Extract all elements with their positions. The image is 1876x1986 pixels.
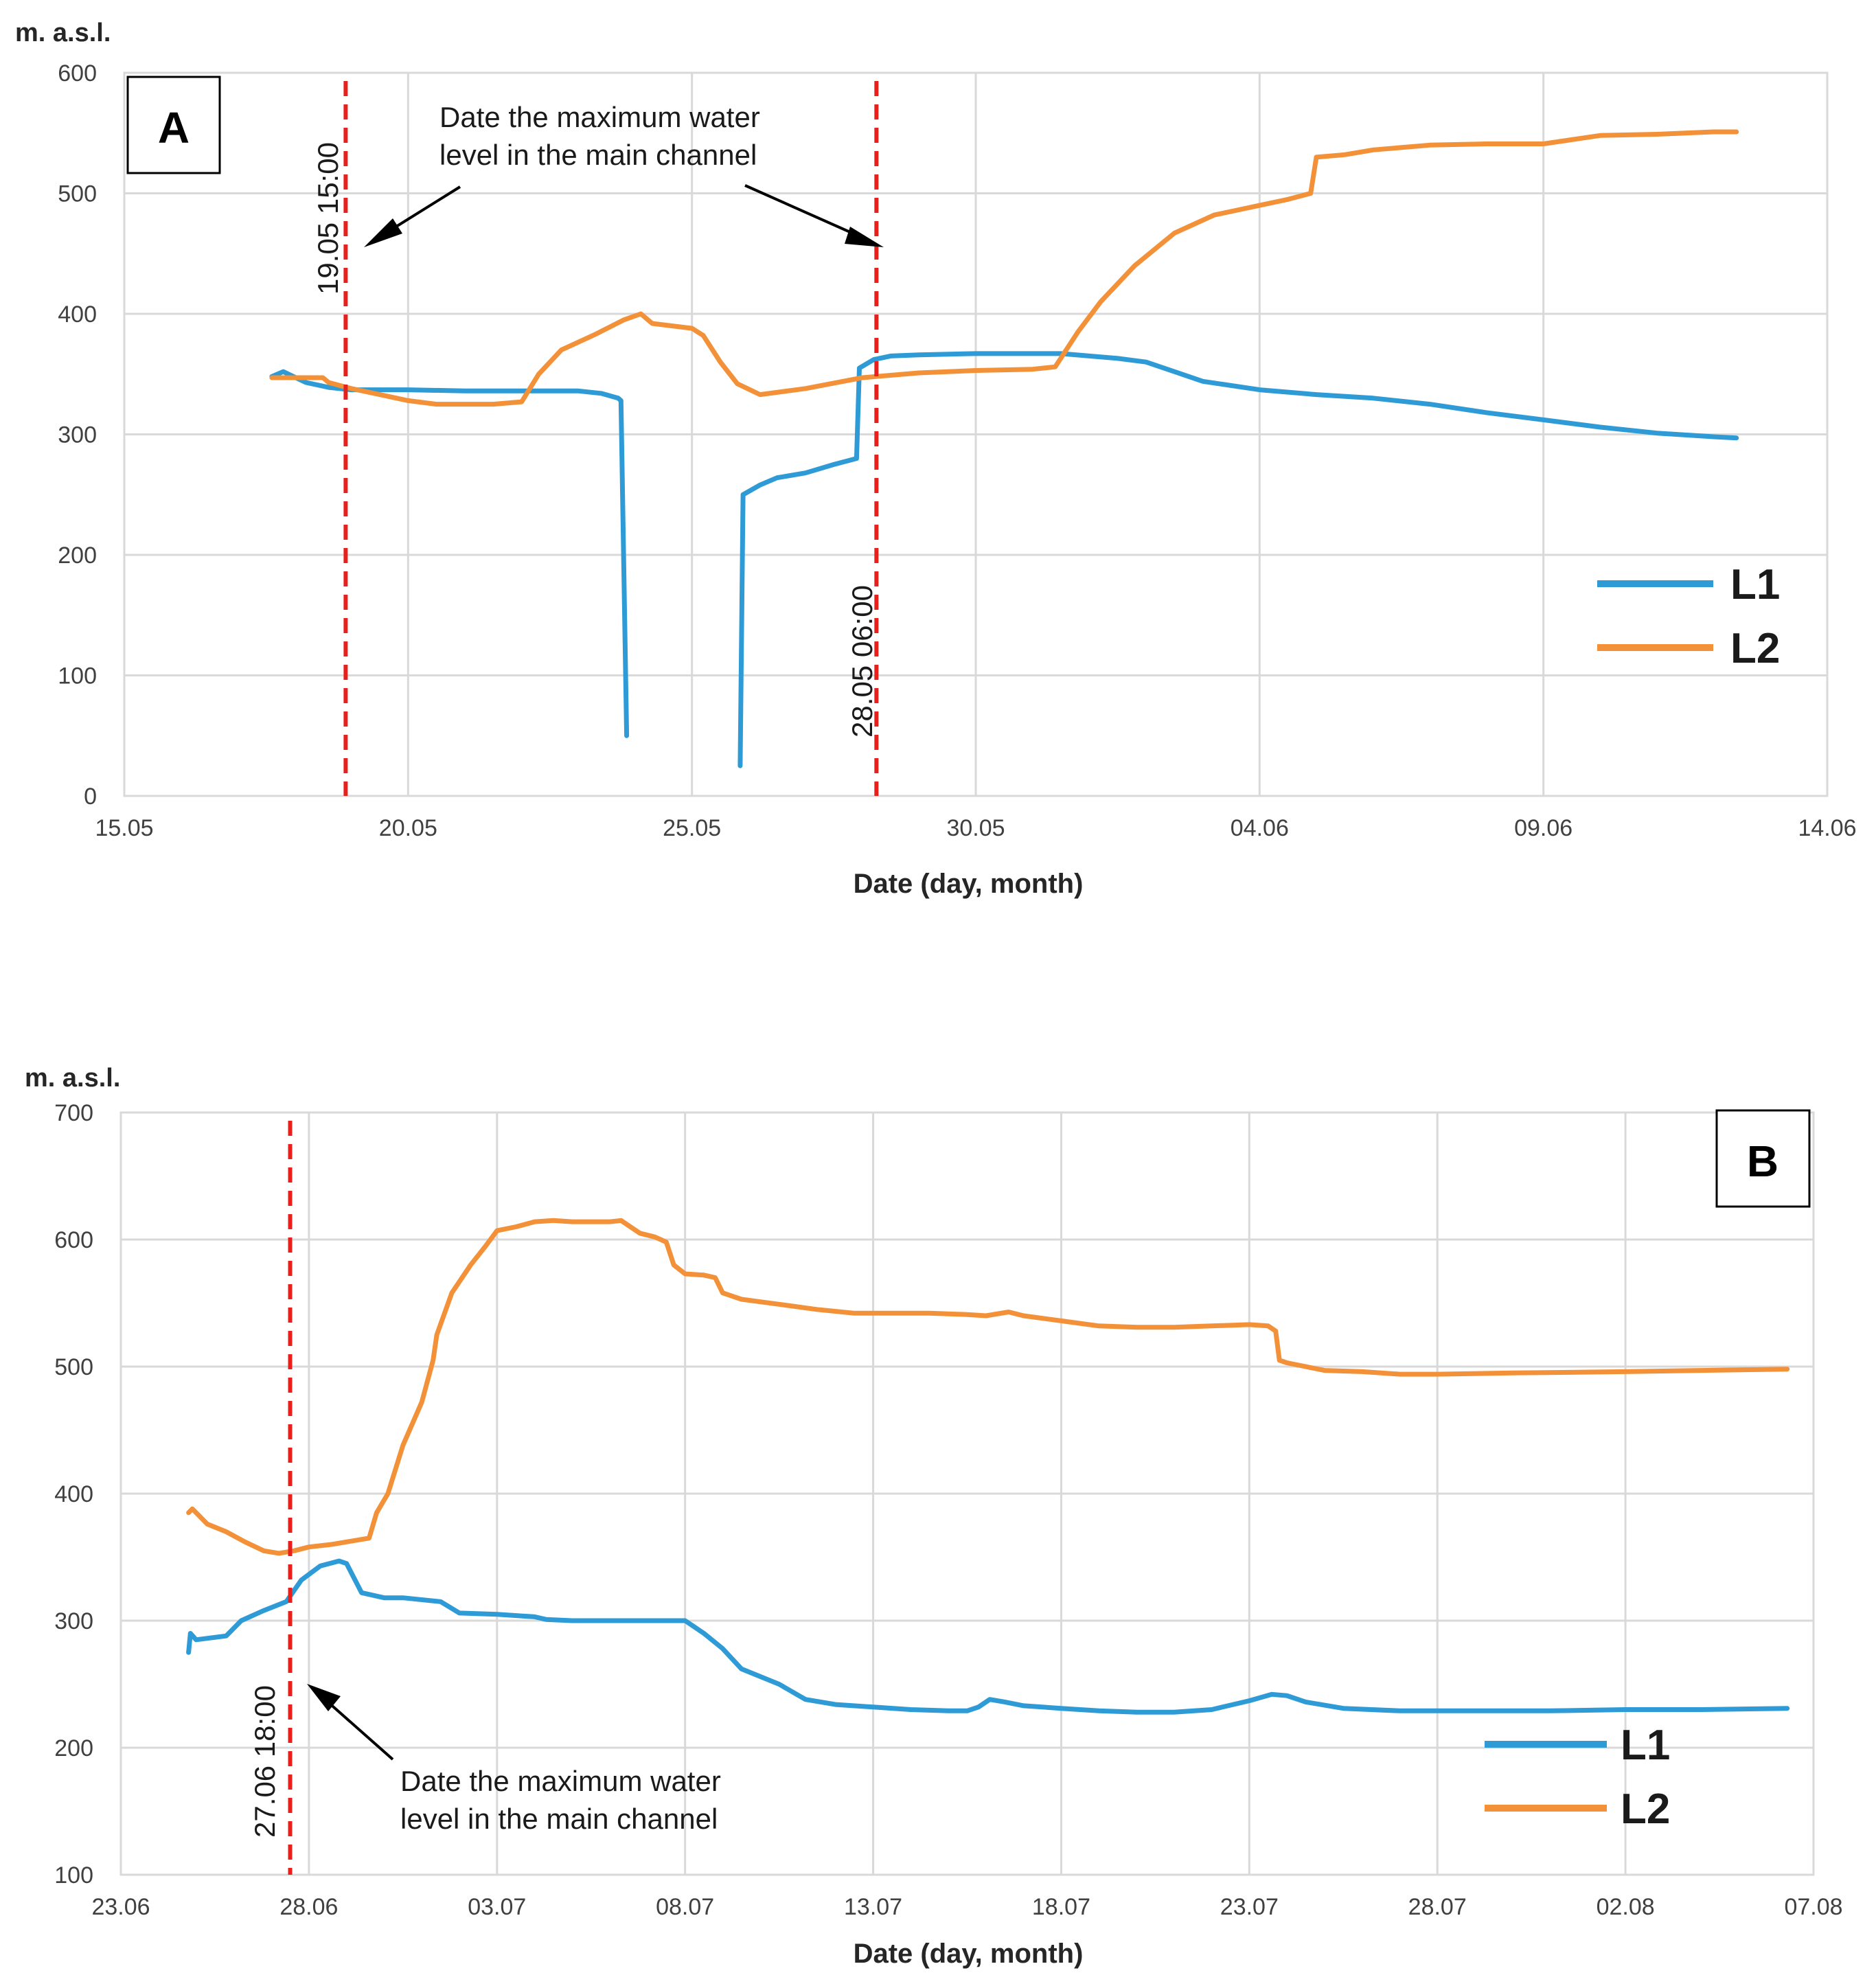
x-axis-ticks: 23.06 28.06 03.07 08.07 13.07 18.07 23.07 28.07… [91, 1894, 1842, 1920]
series-line-l2 [269, 129, 1739, 407]
x-tick-label: 18.07 [1032, 1894, 1090, 1920]
panel-label: B [1747, 1137, 1778, 1186]
x-tick-label: 28.06 [279, 1894, 338, 1920]
y-tick-label: 300 [54, 1608, 93, 1634]
annotation-arrow [320, 1695, 394, 1761]
date-markers: 19.05 15:00 28.05 06:00 [312, 81, 879, 796]
y-axis-unit-label: m. a.s.l. [25, 1064, 120, 1093]
date-markers: 27.06 18:00 [249, 1121, 293, 1875]
panel-label-box [1715, 1109, 1811, 1208]
date-marker-label: 27.06 18:00 [249, 1685, 281, 1838]
x-axis-ticks: 15.05 20.05 25.05 30.05 04.06 09.06 14.06 [95, 815, 1856, 841]
annotation-line-2: level in the main channel [400, 1803, 718, 1835]
series-line-l2 [186, 1218, 1790, 1556]
x-tick-label: 04.06 [1231, 815, 1289, 841]
y-tick-label: 600 [58, 60, 97, 87]
annotation-line-1: Date the maximum water [439, 101, 760, 133]
x-tick-label: 02.08 [1597, 1894, 1655, 1920]
annotation-line-2: level in the main channel [439, 139, 757, 171]
y-tick-label: 600 [54, 1227, 93, 1253]
series-lines [269, 129, 1739, 768]
series-line-l1 [186, 1558, 1790, 1715]
y-axis-ticks: 100 200 300 400 500 600 700 [54, 1100, 93, 1888]
panel-label: A [158, 103, 190, 152]
annotation-arrowhead-right [845, 227, 884, 247]
x-axis-title: Date (day, month) [854, 1939, 1084, 1969]
series-line-l1 [269, 351, 1739, 768]
x-tick-label: 28.07 [1408, 1894, 1467, 1920]
y-tick-label: 400 [58, 301, 97, 328]
legend-label-l2: L2 [1730, 625, 1780, 672]
y-tick-label: 300 [58, 422, 97, 448]
annotation-line-1: Date the maximum water [400, 1765, 721, 1797]
chart-panel-b: m. a.s.l. 100 200 300 400 500 600 700 23.06 28.… [25, 1064, 1843, 1969]
date-marker-label: 19.05 15:00 [312, 142, 344, 295]
y-tick-label: 100 [58, 663, 97, 689]
annotation-arrow-right [744, 184, 869, 242]
x-tick-label: 25.05 [663, 815, 721, 841]
y-tick-label: 0 [84, 784, 97, 810]
y-tick-label: 400 [54, 1481, 93, 1507]
y-tick-label: 200 [54, 1735, 93, 1761]
legend-label-l1: L1 [1730, 561, 1780, 608]
legend-label-l1: L1 [1621, 1722, 1670, 1769]
legend-label-l2: L2 [1621, 1785, 1670, 1833]
y-axis-unit-label: m. a.s.l. [15, 19, 111, 47]
x-tick-label: 07.08 [1784, 1894, 1842, 1920]
panel-label-box [126, 76, 221, 174]
annotation-arrowhead-left [364, 218, 402, 247]
x-tick-label: 23.06 [91, 1894, 150, 1920]
x-tick-label: 23.07 [1220, 1894, 1279, 1920]
series-lines [186, 1218, 1790, 1715]
x-tick-label: 30.05 [946, 815, 1005, 841]
date-marker-label: 28.05 06:00 [846, 585, 878, 738]
x-tick-label: 15.05 [95, 815, 153, 841]
x-tick-label: 13.07 [844, 1894, 902, 1920]
y-tick-label: 200 [58, 543, 97, 569]
x-axis-title: Date (day, month) [854, 869, 1084, 899]
x-tick-label: 20.05 [379, 815, 437, 841]
y-tick-label: 700 [54, 1100, 93, 1126]
x-tick-label: 09.06 [1514, 815, 1572, 841]
x-tick-label: 03.07 [468, 1894, 526, 1920]
y-axis-ticks: 0 100 200 300 400 500 600 [58, 60, 97, 810]
y-tick-label: 500 [58, 181, 97, 207]
y-tick-label: 100 [54, 1862, 93, 1888]
chart-panel-a: m. a.s.l. 0 100 200 300 400 500 600 15.05 20.05… [15, 19, 1857, 899]
y-tick-label: 500 [54, 1354, 93, 1380]
grid [124, 71, 1827, 797]
x-tick-label: 08.07 [656, 1894, 714, 1920]
annotation-arrowhead [307, 1684, 341, 1711]
x-tick-label: 14.06 [1798, 815, 1856, 841]
